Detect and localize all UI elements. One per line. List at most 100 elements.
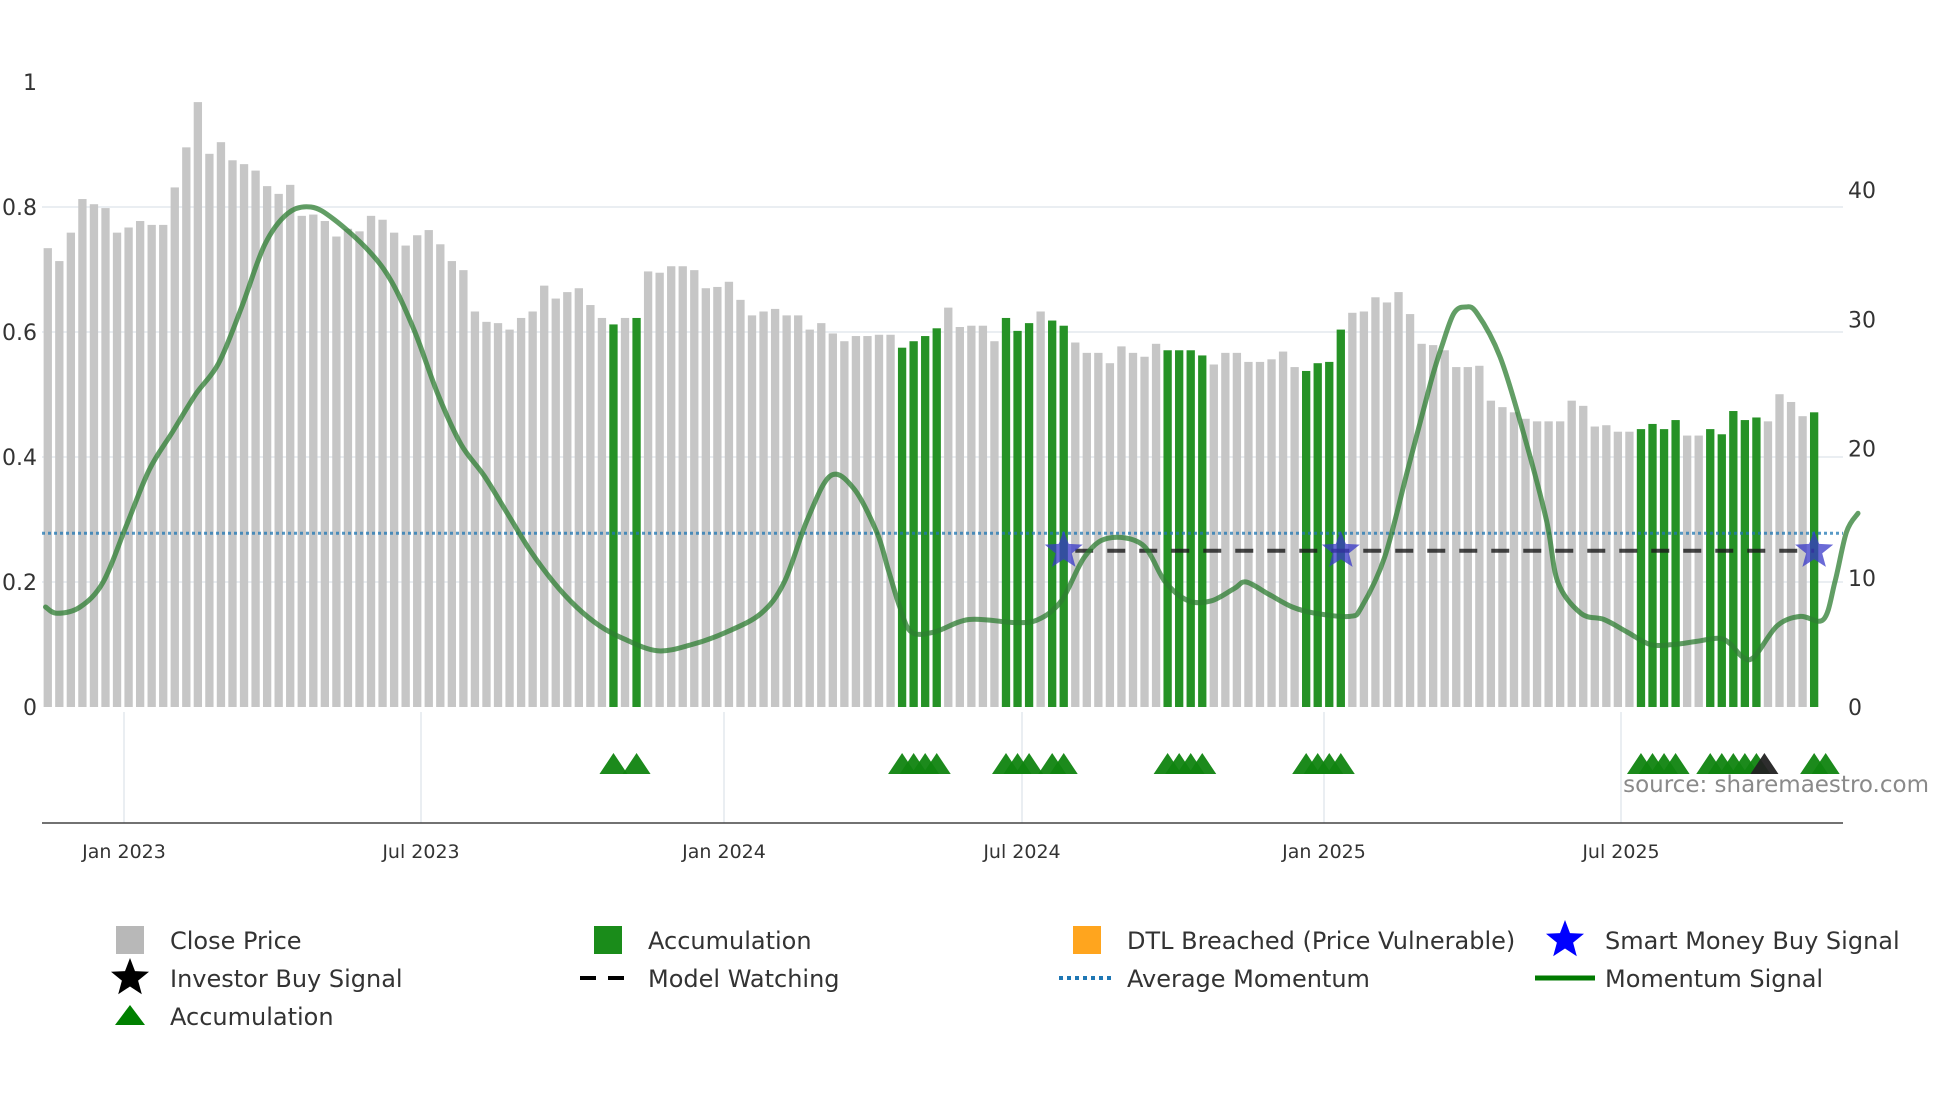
left-axis-tick-label: 1 [23, 71, 37, 96]
accumulation-bar [1013, 330, 1022, 707]
close-price-bar [424, 230, 433, 707]
accumulation-triangle [1661, 753, 1690, 774]
close-price-bar [1532, 421, 1542, 707]
accumulation-bar [632, 317, 641, 707]
close-price-bar [332, 236, 341, 707]
legend-item: Model Watching [580, 965, 840, 993]
close-price-bar [828, 333, 837, 707]
close-price-bar [355, 231, 364, 708]
accumulation-bar [1198, 355, 1207, 707]
close-price-bar [724, 281, 734, 707]
close-price-bar [574, 288, 583, 707]
legend-item: Close Price [116, 926, 302, 955]
close-price-bar [1694, 435, 1703, 707]
close-price-bar [1405, 314, 1415, 707]
close-price-bar [1440, 350, 1449, 707]
accumulation-bar [1302, 370, 1311, 707]
legend-star-marker [1546, 920, 1584, 957]
close-price-bar [736, 299, 745, 707]
legend-star-marker [111, 958, 149, 995]
close-price-bar [182, 147, 191, 707]
legend-label: Model Watching [648, 965, 840, 993]
close-price-bar [1290, 367, 1299, 707]
legend-label: Smart Money Buy Signal [1605, 927, 1900, 955]
close-price-bar [447, 261, 456, 707]
close-price-bar [1579, 405, 1588, 707]
close-price-bar [667, 266, 676, 707]
legend-label: Accumulation [170, 1003, 334, 1031]
accumulation-triangle [622, 753, 651, 774]
close-price-bar [1255, 361, 1265, 707]
close-price-bar [378, 219, 387, 708]
right-axis-tick-label: 10 [1848, 567, 1876, 592]
x-axis-tick-label: Jan 2025 [1281, 841, 1366, 863]
close-price-bar [516, 317, 526, 707]
accumulation-bar [1024, 323, 1034, 707]
close-price-bar [817, 323, 826, 707]
accumulation-bar [1313, 363, 1322, 707]
legend-item: Momentum Signal [1535, 965, 1823, 993]
left-axis-tick-label: 0 [23, 696, 37, 721]
close-price-bar [493, 323, 503, 707]
close-price-bar [436, 244, 445, 707]
accumulation-bar [1336, 329, 1345, 707]
accumulation-markers [599, 753, 1840, 774]
close-price-bar [944, 307, 953, 707]
close-price-bar [1071, 342, 1080, 707]
right-axis-tick-label: 20 [1848, 438, 1876, 463]
close-price-bar [690, 270, 699, 707]
close-price-bar [1140, 356, 1149, 707]
accumulation-bar [1001, 317, 1011, 707]
accumulation-bar [1740, 420, 1750, 707]
close-price-bar [228, 160, 237, 707]
close-price-bar [851, 336, 861, 707]
close-price-bar [413, 235, 422, 708]
close-price-bar [540, 285, 549, 707]
investor-buy-signal-triangle [1750, 753, 1779, 774]
close-price-bar [597, 317, 607, 707]
legend-label: Close Price [170, 927, 302, 955]
close-price-bar [770, 308, 780, 707]
left-axis-tick-label: 0.2 [2, 571, 37, 596]
accumulation-bar [921, 336, 930, 707]
close-price-bar [840, 341, 849, 707]
close-price-bar [1625, 431, 1634, 707]
close-price-bar [863, 336, 872, 707]
accumulation-bar [1752, 417, 1761, 707]
close-price-bar [1082, 352, 1091, 707]
close-price-bar [782, 315, 791, 707]
accumulation-triangle [922, 753, 951, 774]
close-price-bar [1348, 312, 1357, 707]
legend: Close Price Accumulation DTL Breached (Pri… [111, 920, 1900, 1031]
close-price-bar [89, 204, 99, 707]
x-axis-tick-label: Jul 2024 [982, 841, 1060, 863]
left-axis-tick-label: 0.4 [2, 446, 37, 471]
close-price-bar [1382, 302, 1392, 707]
close-price-bar [955, 327, 964, 707]
accumulation-bar [1636, 429, 1646, 707]
close-price-bar [1509, 412, 1519, 707]
close-price-bar [78, 199, 87, 708]
close-price-bar [1094, 352, 1103, 707]
close-price-bar [112, 232, 122, 707]
close-price-bar [459, 270, 468, 707]
legend-label: DTL Breached (Price Vulnerable) [1127, 927, 1515, 955]
close-price-bar [586, 305, 595, 707]
accumulation-bar [1729, 411, 1738, 707]
x-axis-tick-label: Jan 2023 [81, 841, 166, 863]
accumulation-triangle [1811, 753, 1840, 774]
close-price-bar [1267, 359, 1276, 707]
close-price-bar [286, 184, 295, 707]
close-price-bar [1786, 401, 1796, 707]
close-price-bar [193, 102, 203, 708]
accumulation-bar [1648, 423, 1657, 707]
close-price-bar [343, 228, 353, 707]
close-price-bar [1221, 352, 1230, 707]
close-price-bar [1417, 343, 1426, 707]
close-price-bar [990, 341, 999, 707]
close-price-bar [1602, 425, 1611, 707]
legend-item: Accumulation [594, 926, 812, 955]
